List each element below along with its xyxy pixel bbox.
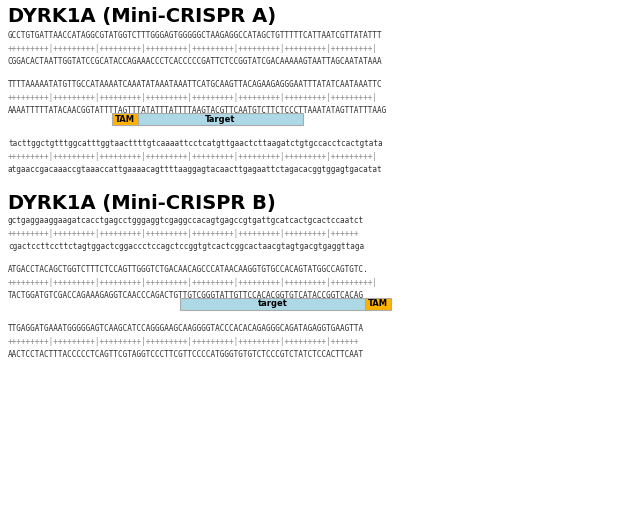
Text: +++++++++|+++++++++|+++++++++|+++++++++|+++++++++|+++++++++|+++++++++|++++++: +++++++++|+++++++++|+++++++++|+++++++++|… <box>8 337 360 346</box>
Text: DYRK1A (Mini-CRISPR B): DYRK1A (Mini-CRISPR B) <box>8 194 276 213</box>
Text: AAAATTTTTATACAACGGTATTTTAGTTTATATTTATTTTAAGTACGTTCAATGTCTTCTCCCTTAAATATAGTTATTTA: AAAATTTTTATACAACGGTATTTTAGTTTATATTTATTTT… <box>8 106 387 115</box>
FancyBboxPatch shape <box>112 113 138 125</box>
Text: +++++++++|+++++++++|+++++++++|+++++++++|+++++++++|+++++++++|+++++++++|+++++++++|: +++++++++|+++++++++|+++++++++|+++++++++|… <box>8 44 378 53</box>
Text: tacttggctgtttggcatttggtaacttttgtcaaaattcctcatgttgaactcttaagatctgtgccacctcactgtat: tacttggctgtttggcatttggtaacttttgtcaaaattc… <box>8 139 383 148</box>
Text: ATGACCTACAGCTGGTCTTTCTCCAGTTGGGTCTGACAACAGCCCATAACAAGGTGTGCCACAGTATGGCCAGTGTC.: ATGACCTACAGCTGGTCTTTCTCCAGTTGGGTCTGACAAC… <box>8 265 369 274</box>
Text: +++++++++|+++++++++|+++++++++|+++++++++|+++++++++|+++++++++|+++++++++|+++++++++|: +++++++++|+++++++++|+++++++++|+++++++++|… <box>8 152 378 161</box>
Text: cgactccttccttctagtggactcggaccctccagctccggtgtcactcggcactaacgtagtgacgtgaggttaga: cgactccttccttctagtggactcggaccctccagctccg… <box>8 242 364 251</box>
Text: +++++++++|+++++++++|+++++++++|+++++++++|+++++++++|+++++++++|+++++++++|+++++++++|: +++++++++|+++++++++|+++++++++|+++++++++|… <box>8 278 378 287</box>
FancyBboxPatch shape <box>180 298 365 310</box>
Text: GCCTGTGATTAACCATAGGCGTATGGTCTTTGGGAGTGGGGGCTAAGAGGCCATAGCTGTTTTTCATTAATCGTTATATT: GCCTGTGATTAACCATAGGCGTATGGTCTTTGGGAGTGGG… <box>8 31 383 40</box>
Text: target: target <box>257 300 288 309</box>
FancyBboxPatch shape <box>138 113 303 125</box>
FancyBboxPatch shape <box>365 298 391 310</box>
Text: DYRK1A (Mini-CRISPR A): DYRK1A (Mini-CRISPR A) <box>8 7 276 26</box>
Text: TACTGGATGTCGACCAGAAAGAGGTCAACCCAGACTGTTGTCGGGTATTGTTCCACACGGTGTCATACCGGTCACAG: TACTGGATGTCGACCAGAAAGAGGTCAACCCAGACTGTTG… <box>8 291 364 300</box>
Text: gctgaggaaggaagatcacctgagcctgggaggtcgaggccacagtgagccgtgattgcatcactgcactccaatct: gctgaggaaggaagatcacctgagcctgggaggtcgaggc… <box>8 216 364 225</box>
Text: +++++++++|+++++++++|+++++++++|+++++++++|+++++++++|+++++++++|+++++++++|++++++: +++++++++|+++++++++|+++++++++|+++++++++|… <box>8 229 360 238</box>
Text: AACTCCTACTTTACCCCCTCAGTTCGTAGGTCCCTTCGTTCCCCATGGGTGTGTCTCCCGTCTATCTCCACTTCAAT: AACTCCTACTTTACCCCCTCAGTTCGTAGGTCCCTTCGTT… <box>8 350 364 359</box>
Text: CGGACACTAATTGGTATCCGCATACCAGAAACCCTCACCCCCGATTCTCCGGTATCGACAAAAAGTAATTAGCAATATAA: CGGACACTAATTGGTATCCGCATACCAGAAACCCTCACCC… <box>8 57 383 66</box>
Text: +++++++++|+++++++++|+++++++++|+++++++++|+++++++++|+++++++++|+++++++++|+++++++++|: +++++++++|+++++++++|+++++++++|+++++++++|… <box>8 93 378 102</box>
Text: Target: Target <box>205 115 236 123</box>
Text: TAM: TAM <box>368 300 388 309</box>
Text: TTTTAAAAATATGTTGCCATAAAATCAAATATAAATAAATTCATGCAAGTTACAGAAGAGGGAATTTATATCAATAAATT: TTTTAAAAATATGTTGCCATAAAATCAAATATAAATAAAT… <box>8 80 383 89</box>
Text: atgaaccgacaaaccgtaaaccattgaaaacagttttaaggagtacaacttgagaattctagacacggtggagtgacata: atgaaccgacaaaccgtaaaccattgaaaacagttttaag… <box>8 165 383 174</box>
Text: TAM: TAM <box>115 115 135 123</box>
Text: TTGAGGATGAAATGGGGGAGTCAAGCATCCAGGGAAGCAAGGGGTACCCACACAGAGGGCAGATAGAGGTGAAGTTA: TTGAGGATGAAATGGGGGAGTCAAGCATCCAGGGAAGCAA… <box>8 324 364 333</box>
